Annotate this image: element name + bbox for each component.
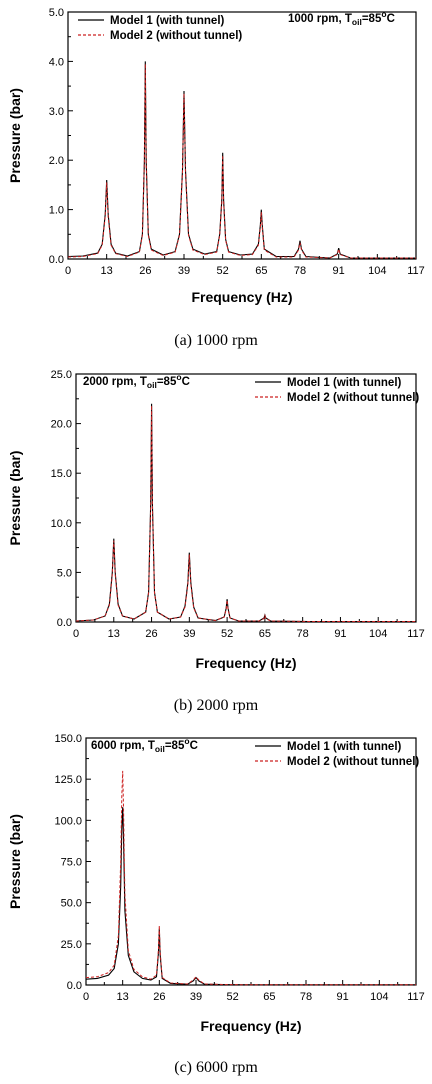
x-tick-label: 65	[255, 265, 267, 277]
x-tick-label: 26	[139, 265, 151, 277]
x-tick-label: 117	[407, 265, 425, 277]
condition-superscript: o	[184, 736, 189, 746]
series-line-1	[85, 807, 416, 986]
x-tick-label: 0	[73, 628, 79, 640]
x-tick-label: 78	[294, 265, 306, 277]
y-axis-title: Pressure (bar)	[7, 451, 23, 546]
x-tick-label: 26	[145, 628, 157, 640]
series-line-2	[85, 770, 416, 986]
plot-frame	[75, 373, 417, 623]
y-tick-label: 25.0	[51, 369, 72, 381]
condition-annotation: 6000 rpm, Toil=85oC	[91, 736, 198, 754]
x-tick-label: 104	[369, 628, 387, 640]
y-tick-label: 100.0	[54, 815, 82, 827]
x-tick-label: 52	[221, 628, 233, 640]
condition-superscript: o	[176, 372, 181, 382]
x-tick-label: 65	[259, 628, 271, 640]
chart-panel-1: 0 13 26 39 52 65 78 91 104 117 0.0 1.0 2.0 3.0 4.0 5.0 M…	[7, 7, 425, 349]
condition-value: =85	[362, 13, 382, 25]
condition-annotation: 2000 rpm, Toil=85oC	[83, 372, 190, 390]
x-tick-label: 52	[217, 265, 229, 277]
y-tick-label: 25.0	[61, 939, 82, 951]
x-tick-label: 13	[117, 991, 129, 1003]
x-tick-label: 104	[370, 991, 388, 1003]
legend-label-2: Model 2 (without tunnel)	[287, 392, 419, 404]
x-tick-label: 13	[108, 628, 120, 640]
series-line-2	[67, 63, 416, 259]
x-tick-label: 65	[263, 991, 275, 1003]
y-tick-label: 75.0	[61, 857, 82, 869]
y-tick-label: 125.0	[54, 774, 82, 786]
legend-label-1: Model 1 (with tunnel)	[110, 15, 225, 27]
x-tick-label: 91	[333, 265, 345, 277]
condition-annotation: 1000 rpm, Toil=85oC	[288, 9, 395, 27]
chart-panel-3: 0 13 26 39 52 65 78 91 104 117 0.0 25.0 50.0 75.0 100.…	[7, 733, 425, 1076]
condition-unit: C	[182, 376, 190, 388]
x-tick-label: 0	[83, 991, 89, 1003]
legend-label-2: Model 2 (without tunnel)	[287, 756, 419, 768]
legend-label-1: Model 1 (with tunnel)	[287, 377, 402, 389]
y-tick-label: 150.0	[54, 733, 82, 745]
y-tick-label: 20.0	[51, 419, 72, 431]
y-tick-label: 5.0	[57, 567, 72, 579]
condition-unit: C	[387, 13, 395, 25]
x-tick-label: 117	[407, 628, 425, 640]
y-tick-label: 3.0	[49, 106, 64, 118]
condition-main: 6000 rpm, T	[91, 740, 155, 752]
y-tick-label: 2.0	[49, 155, 64, 167]
x-tick-label: 39	[183, 628, 195, 640]
x-tick-label: 39	[190, 991, 202, 1003]
y-tick-label: 0.0	[57, 617, 72, 629]
y-tick-label: 5.0	[49, 7, 64, 19]
x-tick-label: 104	[368, 265, 386, 277]
x-axis-title: Frequency (Hz)	[195, 655, 296, 671]
x-tick-label: 0	[65, 265, 71, 277]
legend-label-1: Model 1 (with tunnel)	[287, 741, 402, 753]
y-tick-label: 1.0	[49, 205, 64, 217]
x-axis-title: Frequency (Hz)	[191, 289, 292, 305]
series-line-1	[67, 61, 416, 259]
x-tick-label: 78	[297, 628, 309, 640]
x-axis-title: Frequency (Hz)	[200, 1018, 301, 1034]
x-tick-label: 91	[334, 628, 346, 640]
x-tick-label: 39	[178, 265, 190, 277]
panel-caption: (a) 1000 rpm	[174, 332, 258, 349]
condition-main: 2000 rpm, T	[83, 376, 147, 388]
y-axis-title: Pressure (bar)	[7, 814, 23, 909]
y-tick-label: 0.0	[67, 980, 82, 992]
condition-subscript: oil	[352, 17, 362, 27]
x-tick-label: 91	[337, 991, 349, 1003]
plot-frame	[67, 11, 417, 260]
x-tick-label: 13	[101, 265, 113, 277]
y-tick-label: 0.0	[49, 254, 64, 266]
condition-main: 1000 rpm, T	[288, 13, 352, 25]
panel-caption: (b) 2000 rpm	[174, 697, 259, 714]
x-tick-label: 78	[300, 991, 312, 1003]
y-axis-title: Pressure (bar)	[7, 88, 23, 183]
condition-subscript: oil	[147, 380, 157, 390]
series-line-1	[75, 403, 416, 623]
chart-panel-2: 0 13 26 39 52 65 78 91 104 117 0.0 5.0 10.0 15.0 20.0 2…	[7, 369, 425, 714]
condition-subscript: oil	[155, 744, 165, 754]
y-tick-label: 4.0	[49, 56, 64, 68]
x-tick-label: 52	[227, 991, 239, 1003]
condition-unit: C	[190, 740, 198, 752]
series-line-2	[75, 405, 416, 622]
condition-value: =85	[157, 376, 177, 388]
y-tick-label: 15.0	[51, 468, 72, 480]
x-tick-label: 26	[153, 991, 165, 1003]
panel-caption: (c) 6000 rpm	[174, 1059, 258, 1076]
plot-frame	[85, 737, 417, 986]
condition-superscript: o	[381, 9, 386, 19]
x-tick-label: 117	[407, 991, 425, 1003]
condition-value: =85	[165, 740, 185, 752]
y-tick-label: 10.0	[51, 518, 72, 530]
y-tick-label: 50.0	[61, 898, 82, 910]
legend-label-2: Model 2 (without tunnel)	[110, 30, 242, 42]
